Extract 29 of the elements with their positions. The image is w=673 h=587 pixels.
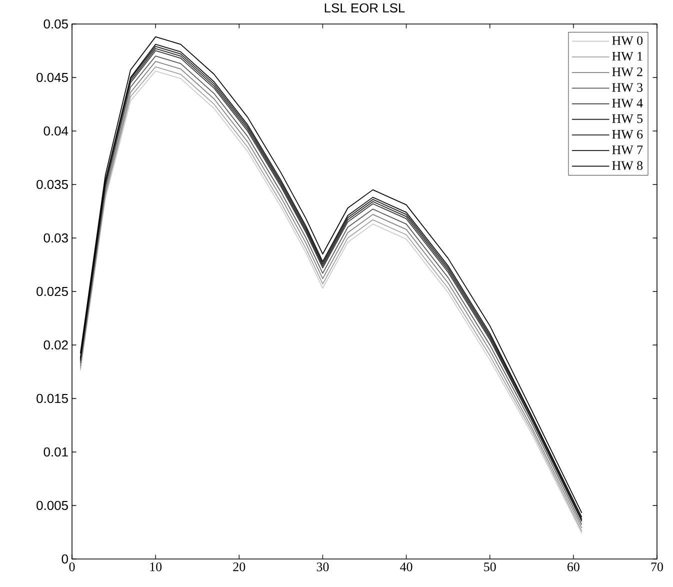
x-tick-label: 30	[316, 562, 329, 572]
x-tick-label: 10	[150, 562, 162, 572]
x-tick-label: 60	[568, 562, 580, 572]
x-tick-label: 40	[400, 562, 412, 572]
y-tick-label: 0	[62, 554, 68, 564]
legend-label: HW 5	[612, 114, 643, 124]
y-tick-label: 0.035	[36, 180, 68, 190]
chart-title: LSL EOR LSL	[324, 3, 405, 12]
legend-label: HW 1	[612, 52, 642, 61]
x-tick-label: 0	[69, 562, 75, 572]
y-tick-label: 0.045	[36, 72, 68, 82]
y-tick-label: 0.03	[44, 233, 68, 243]
x-tick-label: 70	[651, 562, 663, 572]
y-tick-label: 0.05	[44, 19, 68, 29]
legend-label: HW 8	[612, 161, 643, 170]
y-tick-label: 0.015	[36, 394, 68, 404]
y-tick-label: 0.01	[44, 447, 68, 457]
legend-label: HW 4	[612, 98, 643, 108]
y-tick-label: 0.02	[44, 340, 68, 350]
legend-label: HW 6	[612, 130, 643, 139]
legend-label: HW 0	[612, 36, 643, 46]
y-tick-label: 0.025	[36, 286, 68, 296]
x-tick-label: 20	[233, 562, 246, 572]
x-tick-label: 50	[484, 562, 496, 572]
legend-label: HW 3	[612, 83, 643, 92]
y-tick-label: 0.005	[36, 500, 68, 510]
y-tick-label: 0.04	[44, 126, 68, 136]
legend-label: HW 7	[612, 146, 643, 154]
legend-label: HW 2	[612, 68, 642, 76]
